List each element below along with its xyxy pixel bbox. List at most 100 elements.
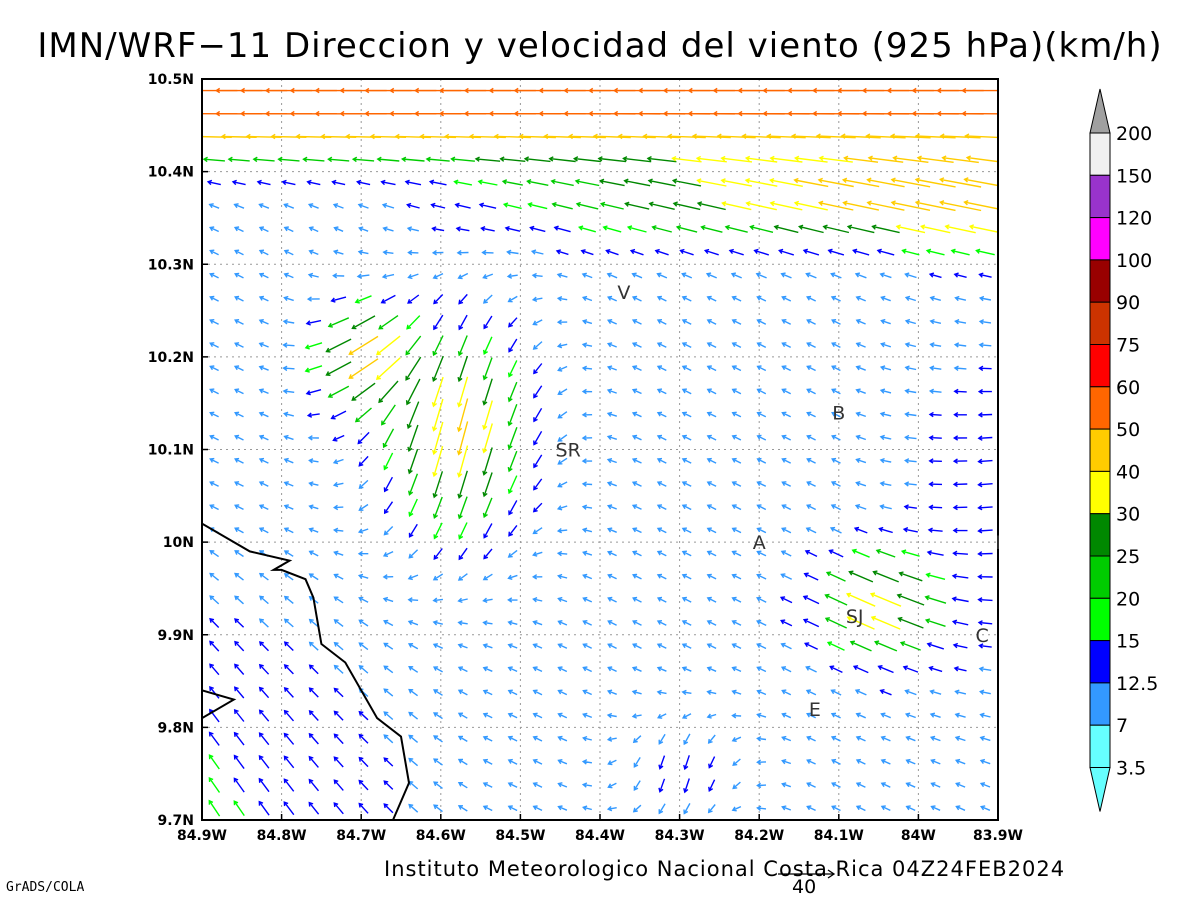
wind-vector [507, 712, 518, 719]
wind-vector [581, 782, 593, 788]
wind-vector [631, 411, 642, 418]
wind-vector [556, 505, 568, 511]
wind-vector [731, 550, 742, 557]
wind-vector [453, 179, 473, 186]
wind-vector [631, 457, 642, 464]
wind-vector [647, 178, 676, 187]
wind-vector [731, 411, 742, 418]
wind-vector [855, 365, 866, 371]
wind-vector [825, 571, 846, 582]
wind-vector [633, 757, 641, 768]
wind-vector [394, 133, 432, 140]
wind-vector [582, 735, 592, 742]
wind-vector [457, 758, 468, 766]
wind-vector [904, 342, 917, 348]
wind-vector [432, 335, 444, 357]
wind-vector [802, 595, 820, 605]
wind-vector [817, 177, 854, 188]
wind-vector [408, 757, 419, 767]
wind-vector [382, 574, 394, 580]
reference-arrow [778, 869, 836, 879]
wind-vector [905, 758, 916, 765]
wind-vector [731, 736, 742, 742]
wind-vector [706, 527, 717, 534]
wind-vector [258, 342, 269, 348]
wind-vector [308, 249, 319, 256]
y-tick-label: 10.5N [148, 72, 194, 88]
wind-vector [781, 481, 792, 487]
wind-vector [904, 272, 917, 279]
wind-vector [332, 203, 344, 209]
colorbar-swatch [1089, 555, 1111, 599]
colorbar: 200 150 120 100 90 75 60 50 40 30 25 20 15 12.5 7 3.5 [1089, 88, 1158, 812]
wind-vector [557, 712, 568, 719]
wind-vector [831, 782, 841, 788]
wind-vector [457, 496, 468, 520]
wind-vector [351, 156, 375, 163]
wind-vector [358, 733, 369, 744]
wind-vector [805, 665, 817, 673]
wind-vector [477, 179, 498, 186]
wind-vector [458, 314, 468, 331]
wind-vector [406, 401, 420, 430]
wind-vector [842, 200, 880, 211]
wind-vector [532, 689, 543, 696]
wind-vector [855, 318, 866, 325]
wind-vector [756, 481, 767, 487]
wind-vector [358, 779, 369, 791]
wind-vector [508, 338, 518, 353]
wind-vector [432, 272, 444, 280]
wind-vector [626, 225, 647, 233]
wind-vector [458, 547, 468, 561]
wind-vector [849, 640, 872, 652]
wind-vector [507, 597, 518, 603]
wind-vector [880, 782, 891, 788]
wind-vector [234, 411, 244, 418]
colorbar-label: 150 [1116, 165, 1152, 187]
wind-vector [407, 249, 419, 256]
wind-vector [308, 755, 319, 768]
wind-vector [581, 527, 593, 533]
wind-vector [455, 226, 470, 232]
wind-vector [578, 225, 596, 233]
wind-vector [632, 804, 642, 813]
wind-vector [233, 777, 245, 793]
wind-vector [532, 805, 543, 812]
wind-vector [433, 314, 444, 331]
wind-vector [357, 550, 369, 557]
wind-vector [632, 620, 642, 626]
wind-vector [928, 435, 942, 441]
colorbar-label: 40 [1116, 461, 1140, 483]
wind-vector [683, 803, 691, 815]
wind-vector [606, 689, 617, 695]
wind-vector [532, 319, 543, 326]
wind-vector [681, 272, 693, 279]
wind-vector [930, 805, 941, 811]
wind-vector [656, 573, 667, 580]
wind-vector [953, 412, 967, 418]
wind-vector [681, 481, 692, 487]
wind-vector [920, 224, 951, 234]
wind-vector [831, 365, 841, 372]
wind-vector [681, 666, 692, 672]
wind-vector [333, 733, 344, 745]
wind-vector [482, 597, 493, 603]
wind-vector [977, 435, 993, 441]
wind-vector [333, 226, 344, 232]
wind-vector [357, 528, 369, 534]
wind-vector [756, 295, 767, 302]
wind-vector [953, 666, 967, 672]
wind-vector [233, 754, 245, 770]
wind-vector [803, 572, 819, 581]
wind-vector [979, 758, 991, 765]
wind-vector [607, 596, 617, 603]
colorbar-label: 7 [1116, 715, 1128, 737]
wind-vector [606, 434, 618, 441]
wind-vector [656, 596, 667, 603]
wind-vector [582, 596, 593, 603]
wind-vector [646, 155, 677, 163]
wind-vector [897, 616, 924, 629]
wind-vector [458, 522, 468, 540]
wind-vector [308, 664, 319, 675]
wind-vector [977, 551, 993, 557]
